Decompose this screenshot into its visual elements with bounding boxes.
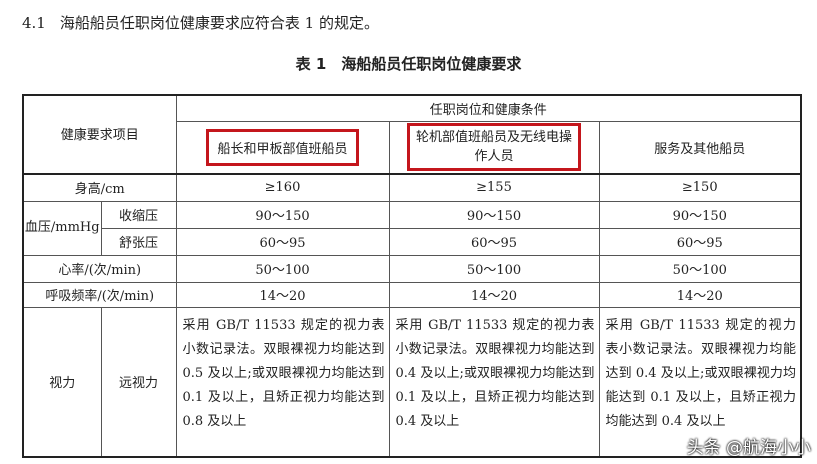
cell: ≥155 (388, 173, 600, 202)
sub-label: 远视力 (100, 306, 177, 458)
header-col-deck: 船长和甲板部值班船员 (175, 120, 390, 175)
cell: 50～100 (175, 254, 390, 283)
row-label: 呼吸频率/(次/min) (22, 281, 177, 308)
intro-text: 海船船员任职岗位健康要求应符合表 1 的规定。 (59, 14, 379, 32)
row-label: 血压/mmHg (22, 200, 102, 256)
highlight-box: 轮机部值班船员及无线电操作人员 (407, 123, 581, 172)
cell: 采用 GB/T 11533 规定的视力表小数记录法。双眼裸视力均能达到 0.4 … (598, 306, 802, 458)
cell: 60～95 (388, 227, 600, 256)
table-row: 心率/(次/min) 50～100 50～100 50～100 (22, 254, 802, 283)
cell: 50～100 (598, 254, 802, 283)
watermark: 头条 @航海小小 (686, 438, 811, 458)
table-row: 舒张压 60～95 60～95 60～95 (23, 227, 802, 256)
header-item: 健康要求项目 (22, 94, 177, 175)
health-requirements-table: 健康要求项目 任职岗位和健康条件 船长和甲板部值班船员 轮机部值班船员及无线电操作人… (22, 94, 802, 458)
cell: 90～150 (598, 200, 802, 229)
cell: 90～150 (388, 200, 600, 229)
intro-paragraph: 4.1 海船船员任职岗位健康要求应符合表 1 的规定。 (22, 12, 379, 33)
cell: 14～20 (175, 281, 390, 308)
header-col-service: 服务及其他船员 (598, 120, 802, 175)
row-label: 视力 (22, 306, 102, 458)
cell: 50～100 (388, 254, 600, 283)
table-row: 呼吸频率/(次/min) 14～20 14～20 14～20 (22, 281, 802, 308)
sub-label: 收缩压 (100, 200, 177, 229)
sub-label: 舒张压 (100, 227, 177, 256)
header-col-engine: 轮机部值班船员及无线电操作人员 (388, 120, 600, 175)
cell: ≥160 (175, 173, 390, 202)
cell: ≥150 (598, 173, 802, 202)
header-group: 任职岗位和健康条件 (175, 94, 802, 122)
table-title: 表 1 海船船员任职岗位健康要求 (295, 55, 522, 73)
cell: 14～20 (598, 281, 802, 308)
section-number: 4.1 (22, 14, 46, 32)
table-row: 身高/cm ≥160 ≥155 ≥150 (22, 173, 802, 202)
row-label: 心率/(次/min) (22, 254, 177, 283)
cell: 采用 GB/T 11533 规定的视力表小数记录法。双眼裸视力均能达到 0.4 … (388, 306, 600, 458)
table-row: 血压/mmHg 收缩压 90～150 90～150 90～150 (22, 200, 802, 256)
cell: 90～150 (175, 200, 390, 229)
cell: 60～95 (175, 227, 390, 256)
cell: 60～95 (598, 227, 802, 256)
cell: 采用 GB/T 11533 规定的视力表小数记录法。双眼裸视力均能达到 0.5 … (175, 306, 390, 458)
table-row: 视力 远视力 采用 GB/T 11533 规定的视力表小数记录法。双眼裸视力均能达到… (22, 306, 802, 458)
row-label: 身高/cm (22, 173, 177, 202)
cell: 14～20 (388, 281, 600, 308)
highlight-box: 船长和甲板部值班船员 (206, 128, 359, 166)
